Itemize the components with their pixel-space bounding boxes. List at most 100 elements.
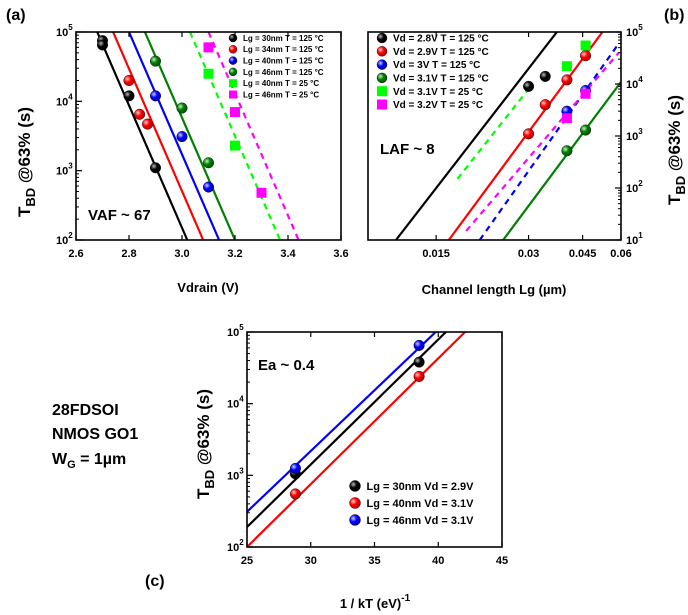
- panel-c-y-axis-label: TBD @63% (s): [194, 389, 217, 499]
- panel-a-series-5-fit-line: [207, 32, 300, 240]
- panel-b-series-4-point: [580, 40, 591, 51]
- panel-a-x-tick-label: 3.0: [174, 248, 189, 260]
- panel-a-series-1-point: [134, 108, 146, 120]
- panel-a-series-1-fit-line: [112, 32, 205, 240]
- panel-c-series-2-point: [413, 339, 425, 351]
- panel-c-series-2-fit-line: [247, 332, 437, 513]
- panel-a-series-1-point: [123, 74, 135, 86]
- panel-a-legend-label: Lg = 46nm T = 25 °C: [243, 90, 319, 99]
- panel-a-series-0-point: [96, 39, 108, 51]
- panel-b-series-4-fit-line: [456, 88, 530, 180]
- panel-b-series-1-point: [561, 74, 573, 86]
- panel-b-legend-label: Vd = 3.2V T = 25 °C: [393, 100, 483, 111]
- panel-a-x-tick-label: 2.8: [121, 248, 136, 260]
- panel-c-series-1-point: [413, 370, 425, 382]
- panel-a-legend-label: Lg = 34nm T = 125 °C: [243, 45, 324, 54]
- panel-a-plot: 2.6 2.8 3.0 3.2 3.4 3.6 102 103 104 105 Vdrain (V…: [56, 23, 349, 295]
- panel-a-annotation: VAF ~ 67: [88, 207, 151, 224]
- panel-a-x-tick-label: 3.4: [280, 248, 296, 260]
- panel-b-series-1-point: [539, 99, 551, 111]
- panel-c-x-tick-label: 30: [305, 555, 317, 567]
- panel-b-series-4-point: [561, 61, 572, 72]
- panel-c-legend-marker: [349, 514, 361, 526]
- panel-c-y-tick-label: 102: [227, 538, 244, 554]
- panel-b-legend-label: Vd = 2.9V T = 125 °C: [393, 47, 489, 58]
- panel-a-series-5-point: [256, 187, 267, 198]
- panel-c-plot: 25 30 35 40 45 102 103 104 105 1 / kT (eV)-1 Ea …: [227, 323, 508, 611]
- panel-b-series-5-point: [580, 88, 591, 99]
- panel-b-y-tick-label: 103: [626, 127, 643, 143]
- panel-a-legend-label: Lg = 46nm T = 125 °C: [243, 68, 324, 77]
- panel-b-series-3-fit-line: [502, 81, 621, 240]
- panel-b-y-tick-label: 104: [626, 75, 643, 91]
- panel-b-x-tick-label: 0.015: [422, 248, 450, 260]
- panel-a-frame: [75, 31, 342, 241]
- panel-c-title: (c): [145, 573, 165, 590]
- panel-a-series-4-fit-line: [188, 32, 282, 240]
- panel-c-y-tick-label: 104: [227, 395, 244, 411]
- panel-b-series-0-point: [539, 70, 551, 82]
- panel-b-legend-label: Vd = 2.8V T = 125 °C: [393, 34, 489, 45]
- panel-a-y-tick-label: 105: [56, 23, 73, 39]
- panel-b-x-tick-label: 0.045: [569, 248, 597, 260]
- panel-a-y-tick-label: 102: [56, 231, 73, 247]
- panel-a-series-3-point: [176, 102, 188, 114]
- panel-b-x-tick-label: 0.06: [610, 248, 631, 260]
- device-oxide-label: NMOS GO1: [52, 426, 138, 443]
- panel-b-y-axis-label: TBD @63% (s): [665, 95, 688, 205]
- panel-c-x-tick-label: 45: [496, 555, 508, 567]
- panel-c-y-tick-label: 103: [227, 466, 244, 482]
- panel-c-legend-marker: [349, 497, 361, 509]
- panel-b-series-3-point: [580, 124, 592, 136]
- panel-a-series-0-fit-line: [96, 32, 189, 240]
- panel-a-x-tick-label: 2.6: [68, 248, 83, 260]
- panel-a-legend-marker: [228, 45, 238, 54]
- panel-b-annotation: LAF ~ 8: [380, 141, 435, 158]
- panel-a-x-axis-label: Vdrain (V): [177, 280, 238, 295]
- panel-b-legend-marker: [377, 99, 387, 110]
- panel-a-series-0-point: [123, 90, 135, 102]
- panel-c-legend-label: Lg = 40nm Vd = 3.1V: [367, 498, 475, 510]
- panel-a-x-tick-label: 3.6: [333, 248, 348, 260]
- panel-b-legend: Vd = 2.8V T = 125 °C Vd = 2.9V T = 125 °C…: [376, 32, 489, 111]
- panel-c-series-2-point: [289, 462, 301, 474]
- panel-b-legend-marker: [376, 72, 388, 84]
- panel-c-legend-marker: [349, 480, 361, 492]
- panel-c-annotation: Ea ~ 0.4: [258, 357, 315, 374]
- panel-b-legend-marker: [376, 32, 388, 44]
- panel-c-y-tick-label: 105: [227, 323, 244, 339]
- panel-a-y-tick-label: 103: [56, 162, 73, 178]
- panel-a-series-0-point: [149, 162, 161, 174]
- panel-a-legend-marker: [228, 33, 238, 43]
- panel-a-series-2-point: [202, 181, 214, 193]
- panel-a-series-4-point: [203, 68, 214, 79]
- panel-c-series-0-fit-line: [247, 332, 447, 528]
- panel-b-legend-label: Vd = 3V T = 125 °C: [393, 60, 480, 71]
- panel-a-legend-marker: [228, 67, 238, 77]
- panel-b-legend-label: Vd = 3.1V T = 25 °C: [393, 87, 483, 98]
- panel-b-x-axis-label: Channel length Lg (µm): [422, 282, 567, 297]
- device-width-label: WG = 1µm: [52, 451, 126, 471]
- panel-b-series-1-point: [523, 128, 535, 140]
- panel-c-series-1-point: [289, 488, 301, 500]
- panel-b-series-0-fit-line: [395, 32, 558, 240]
- panel-b-y-tick-label: 101: [626, 231, 643, 247]
- panel-b-series-3-point: [561, 145, 573, 157]
- panel-c-x-tick-label: 35: [368, 555, 380, 567]
- panel-b-legend-label: Vd = 3.1V T = 125 °C: [393, 74, 489, 85]
- panel-b-legend-marker: [377, 86, 387, 97]
- panel-b-legend-marker: [376, 46, 388, 57]
- panel-b-title: (b): [664, 7, 684, 24]
- panel-c-legend-label: Lg = 30nm Vd = 2.9V: [367, 481, 475, 493]
- panel-c-series-0-point: [413, 356, 425, 368]
- panel-a-series-2-fit-line: [127, 32, 221, 240]
- panel-a-series-3-point: [202, 157, 214, 169]
- panel-a-y-axis-label: TBD @63% (s): [15, 107, 38, 217]
- panel-a-legend-label: Lg = 40nm T = 25 °C: [243, 79, 319, 88]
- panel-c-x-tick-label: 25: [241, 555, 253, 567]
- panel-a-series-3-fit-line: [143, 32, 237, 240]
- panel-a-series-5-point: [230, 107, 240, 118]
- panel-a-series-2-point: [176, 131, 188, 143]
